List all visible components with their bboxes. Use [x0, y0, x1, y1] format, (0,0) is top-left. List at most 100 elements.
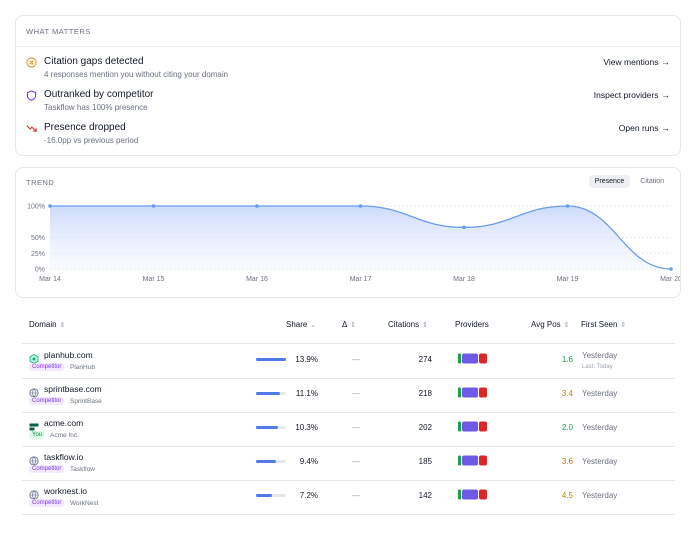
- trend-heading: TREND: [26, 178, 55, 187]
- first-seen-value: Yesterday: [582, 389, 618, 398]
- type-badge: Competitor: [29, 397, 65, 405]
- citations-value: 185: [418, 457, 432, 466]
- first-seen-value: Yesterday: [582, 351, 618, 360]
- delta-value: —: [352, 355, 360, 364]
- what-matters-card: WHAT MATTERS Citation gaps detected 4 re…: [15, 15, 681, 156]
- globe-icon: [29, 487, 39, 500]
- tab-citation[interactable]: Citation: [640, 178, 664, 185]
- table-row[interactable]: sprintbase.com Competitor SprintBase 11.1% —…: [22, 378, 675, 412]
- citations-value: 202: [418, 423, 432, 432]
- presence-area: [50, 206, 671, 269]
- brand-name: PlanHub: [70, 364, 95, 371]
- delta-value: —: [352, 423, 360, 432]
- data-point[interactable]: [462, 225, 466, 230]
- share-value: 10.3%: [295, 423, 318, 432]
- data-point[interactable]: [255, 204, 259, 208]
- insight-subtitle: 4 responses mention you without citing y…: [44, 70, 229, 79]
- delta-value: —: [352, 389, 360, 398]
- insight-title: Presence dropped: [44, 122, 126, 133]
- insight-title: Citation gaps detected: [44, 56, 144, 67]
- brand-name: Taskflow: [70, 466, 95, 473]
- x-circle-icon: [26, 57, 37, 68]
- what-matters-heading: WHAT MATTERS: [16, 16, 680, 47]
- share-bar: [256, 494, 286, 497]
- trend-toggle: Presence Citation: [588, 175, 670, 188]
- citations-value: 218: [418, 389, 432, 398]
- avg-pos-value: 4.5: [561, 491, 573, 500]
- inspect-providers-link[interactable]: Inspect providers →: [593, 90, 670, 100]
- x-tick-label: Mar 17: [350, 276, 372, 283]
- delta-value: —: [352, 491, 360, 500]
- tab-presence[interactable]: Presence: [588, 175, 631, 188]
- x-tick-label: Mar 15: [143, 276, 165, 283]
- trend-card: TREND Presence Citation 100% 50% 25% 0% Mar …: [15, 167, 681, 298]
- table-row[interactable]: worknest.io Competitor WorkNest 7.2% — 142 4.5…: [22, 480, 675, 514]
- shield-icon: [26, 90, 37, 101]
- share-value: 7.2%: [299, 491, 318, 500]
- insight-title: Outranked by competitor: [44, 89, 154, 100]
- data-point[interactable]: [358, 204, 363, 208]
- table-row[interactable]: acme.com You Acme Inc. 10.3% — 202 2.0 Yesterda…: [22, 412, 675, 446]
- type-badge: Competitor: [29, 465, 65, 473]
- x-tick-label: Mar 20: [660, 276, 680, 283]
- insight-subtitle: -16.0pp vs previous period: [44, 136, 139, 145]
- col-delta-header[interactable]: Δ ⇕: [342, 320, 357, 329]
- trend-chart: 100% 50% 25% 0% Mar 14 Mar 15 Mar 16 Mar 17 Mar …: [27, 204, 680, 284]
- data-point[interactable]: [48, 204, 52, 208]
- citations-value: 142: [418, 491, 432, 500]
- share-bar: [256, 392, 286, 395]
- share-value: 11.1%: [295, 389, 318, 398]
- col-domain-header[interactable]: Domain ⇕: [29, 320, 66, 329]
- providers-icon: [458, 353, 487, 364]
- share-value: 13.9%: [295, 355, 318, 364]
- avg-pos-value: 2.0: [561, 423, 573, 432]
- domain-name[interactable]: taskflow.io: [44, 452, 84, 462]
- first-seen-value: Yesterday: [582, 457, 618, 466]
- data-point[interactable]: [565, 204, 570, 208]
- brand-name: SprintBase: [70, 398, 102, 405]
- open-runs-link[interactable]: Open runs →: [618, 123, 670, 133]
- col-citations-header[interactable]: Citations ⇕: [388, 320, 428, 329]
- col-first-seen-header[interactable]: First Seen ⇕: [581, 320, 627, 329]
- share-bar: [256, 460, 286, 463]
- y-tick-label: 50%: [31, 235, 45, 242]
- domain-name[interactable]: worknest.io: [44, 486, 87, 496]
- view-mentions-link[interactable]: View mentions →: [603, 57, 670, 67]
- providers-icon: [458, 421, 487, 432]
- domain-name[interactable]: acme.com: [44, 418, 84, 428]
- share-bar: [256, 358, 286, 361]
- providers-icon: [458, 489, 487, 500]
- share-value: 9.4%: [299, 457, 318, 466]
- insight-outranked: Outranked by competitor Taskflow has 100…: [16, 89, 680, 119]
- avg-pos-value: 1.6: [561, 355, 573, 364]
- globe-icon: [29, 453, 39, 466]
- providers-icon: [458, 455, 487, 466]
- x-tick-label: Mar 19: [557, 276, 579, 283]
- trend-down-icon: [26, 125, 37, 132]
- table-row[interactable]: taskflow.io Competitor Taskflow 9.4% — 185 3.6…: [22, 446, 675, 480]
- domain-name[interactable]: planhub.com: [44, 350, 93, 360]
- x-tick-label: Mar 18: [453, 276, 475, 283]
- providers-icon: [458, 387, 487, 398]
- type-badge: Competitor: [29, 363, 65, 371]
- insight-subtitle: Taskflow has 100% presence: [44, 103, 148, 112]
- insight-presence-dropped: Presence dropped -16.0pp vs previous per…: [16, 122, 680, 152]
- avg-pos-value: 3.4: [561, 389, 573, 398]
- avg-pos-value: 3.6: [561, 457, 573, 466]
- x-tick-label: Mar 14: [39, 276, 61, 283]
- type-badge: You: [29, 431, 46, 439]
- data-point[interactable]: [669, 267, 673, 271]
- col-avg-pos-header[interactable]: Avg Pos ⇕: [531, 320, 570, 329]
- share-bar: [256, 426, 286, 429]
- acme-logo-icon: [29, 419, 39, 431]
- domain-name[interactable]: sprintbase.com: [44, 384, 102, 394]
- col-share-header[interactable]: Share ⌄: [286, 320, 317, 329]
- data-point[interactable]: [151, 204, 156, 208]
- first-seen-value: Yesterday: [582, 491, 618, 500]
- brand-name: Acme Inc.: [50, 432, 79, 439]
- y-tick-label: 100%: [27, 204, 45, 211]
- y-tick-label: 0%: [35, 267, 45, 274]
- globe-icon: [29, 385, 39, 398]
- table-row[interactable]: planhub.com Competitor PlanHub 13.9% — 274 1.6…: [22, 344, 675, 378]
- insight-citation-gaps: Citation gaps detected 4 responses menti…: [16, 56, 680, 86]
